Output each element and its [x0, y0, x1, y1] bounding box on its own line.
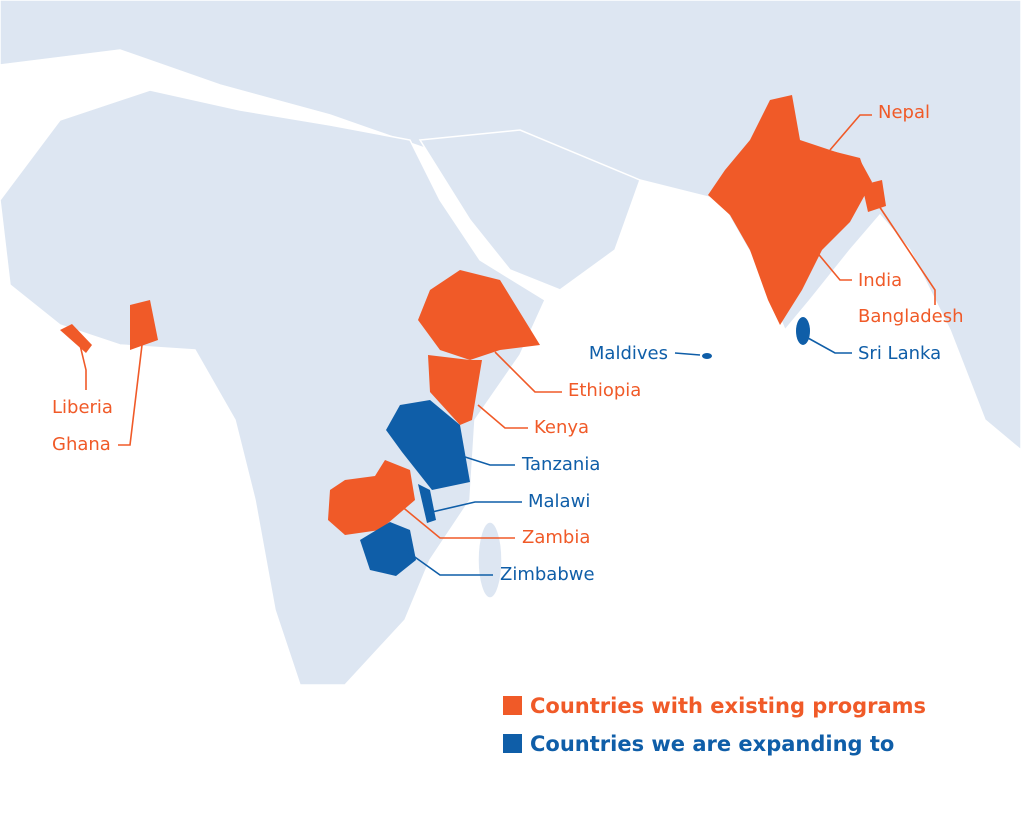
- leader-line: [404, 549, 493, 576]
- country-shape: [800, 143, 864, 170]
- leader-line: [118, 344, 143, 446]
- leader-line: [461, 455, 515, 466]
- leader-line: [814, 249, 852, 281]
- leader-line: [399, 504, 515, 539]
- country-label: Zambia: [522, 527, 590, 548]
- country-shape: [130, 300, 158, 350]
- leader-line: [674, 352, 701, 356]
- country-shape: [328, 460, 415, 535]
- country-label: Malawi: [528, 491, 590, 512]
- country-shape: [418, 270, 540, 360]
- country-shape: [428, 355, 482, 425]
- legend-label: Countries we are expanding to: [530, 732, 894, 756]
- leader-line: [829, 114, 872, 151]
- leader-line: [807, 337, 852, 354]
- country-label: Nepal: [878, 102, 930, 123]
- legend-swatch: [503, 734, 522, 753]
- country-shape: [360, 522, 416, 576]
- country-shape: [386, 400, 470, 490]
- country-label: Liberia: [52, 397, 113, 418]
- leader-line: [431, 501, 522, 513]
- leader-line: [477, 404, 528, 429]
- madagascar-land: [477, 521, 503, 599]
- country-shape: [862, 180, 886, 212]
- country-label: Sri Lanka: [858, 343, 941, 364]
- country-label: Zimbabwe: [500, 564, 595, 585]
- leader-line: [79, 344, 87, 390]
- country-label: Bangladesh: [858, 306, 964, 327]
- country-label: Maldives: [589, 343, 668, 364]
- arabia-land: [418, 129, 641, 291]
- country-label: India: [858, 270, 902, 291]
- country-label: Kenya: [534, 417, 589, 438]
- leader-line: [874, 199, 936, 305]
- country-shape: [702, 353, 712, 359]
- country-shape: [60, 324, 92, 353]
- country-label: Ghana: [52, 434, 111, 455]
- country-label: Tanzania: [521, 454, 600, 475]
- legend-label: Countries with existing programs: [530, 694, 926, 718]
- legend-swatch: [503, 696, 522, 715]
- country-label: Ethiopia: [568, 380, 641, 401]
- country-shape: [796, 317, 810, 345]
- country-shape: [418, 484, 436, 523]
- leader-line: [494, 351, 562, 393]
